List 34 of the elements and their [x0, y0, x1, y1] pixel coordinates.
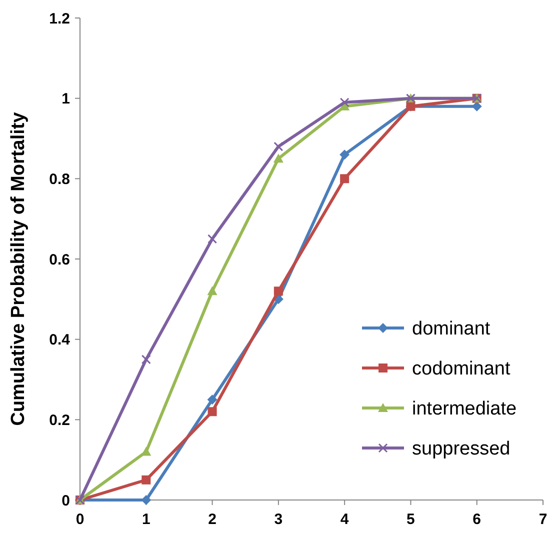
x-tick-label: 7 — [538, 511, 548, 528]
x-tick-label: 5 — [406, 511, 415, 528]
point — [472, 101, 482, 112]
x-tick-label: 2 — [208, 511, 216, 528]
point — [274, 142, 284, 152]
y-tick-label: 0.6 — [49, 251, 70, 268]
legend-label: codominant — [412, 358, 511, 380]
y-axis-title: Cumulative Probability of Mortality — [8, 112, 29, 426]
y-tick-label: 0.2 — [49, 412, 70, 429]
point — [207, 286, 218, 296]
point — [273, 154, 284, 163]
point — [141, 354, 151, 364]
point — [142, 475, 151, 484]
legend-label: dominant — [412, 318, 491, 340]
legend-label: suppressed — [412, 438, 510, 460]
point — [208, 234, 218, 244]
point — [207, 394, 218, 405]
point — [340, 174, 350, 184]
y-tick-label: 1.2 — [49, 10, 70, 28]
point — [340, 98, 350, 108]
y-tick-label: 1 — [62, 90, 70, 108]
point — [208, 407, 217, 416]
x-tick-label: 0 — [76, 511, 84, 528]
point — [340, 150, 350, 160]
x-tick-label: 4 — [340, 511, 350, 528]
y-tick-label: 0 — [62, 492, 70, 510]
y-tick-label: 0.4 — [49, 332, 71, 349]
point — [141, 495, 152, 505]
x-tick-label: 3 — [274, 511, 283, 528]
x-tick-label: 1 — [142, 511, 150, 528]
point — [274, 286, 283, 296]
y-tick-label: 0.8 — [49, 170, 70, 188]
x-tick-label: 6 — [472, 511, 482, 528]
legend-label: intermediate — [412, 398, 517, 420]
